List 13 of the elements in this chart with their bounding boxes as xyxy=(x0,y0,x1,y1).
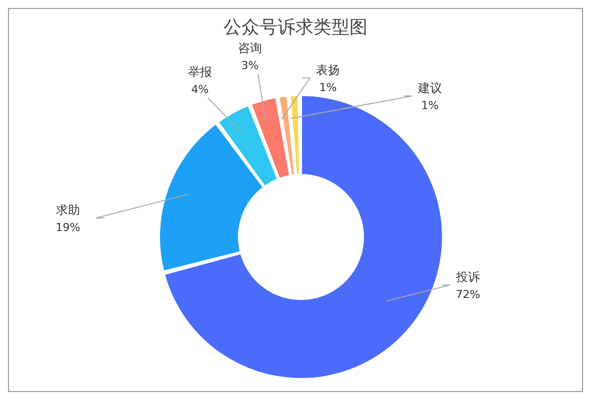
slice-label: 投诉 xyxy=(455,270,480,284)
data-label: 19% xyxy=(56,221,80,234)
slice-label: 建议 xyxy=(417,81,442,95)
slice-label: 表扬 xyxy=(316,63,340,77)
slice-label: 求助 xyxy=(56,203,80,217)
data-label: 4% xyxy=(191,83,209,96)
slice-label: 举报 xyxy=(188,65,212,79)
chart-title: 公众号诉求类型图 xyxy=(222,16,368,39)
data-label: 1% xyxy=(421,99,439,112)
slice-label: 咨询 xyxy=(238,41,262,55)
data-label: 1% xyxy=(319,81,337,94)
data-label: 3% xyxy=(241,59,259,72)
data-label: 72% xyxy=(456,288,480,301)
